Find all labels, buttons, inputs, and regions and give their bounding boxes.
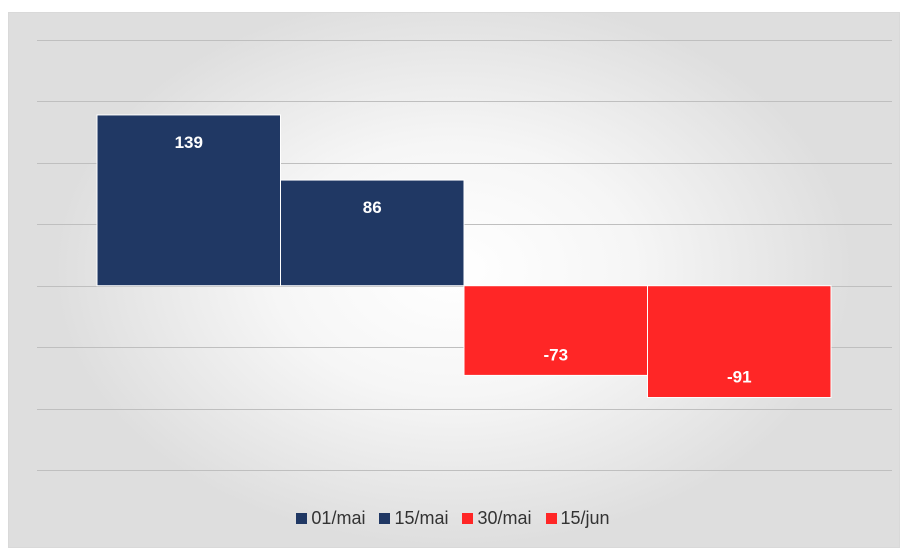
legend-label: 15/jun (560, 508, 610, 528)
data-label: -73 (543, 345, 568, 364)
legend-item: 30/mai (462, 508, 532, 529)
data-labels: 139 86 -73 -91 (175, 133, 752, 387)
bar-15-jun (647, 285, 832, 399)
legend-item: 15/mai (379, 508, 448, 529)
legend-swatch (379, 513, 391, 524)
legend-swatch (545, 513, 557, 524)
bar-series (96, 114, 832, 399)
legend-label: 01/mai (311, 508, 366, 528)
legend-swatch (462, 513, 474, 524)
legend-item: 01/mai (296, 508, 365, 529)
legend-item: 15/jun (545, 508, 610, 529)
legend-label: 15/mai (394, 508, 449, 528)
data-label: 139 (175, 133, 203, 152)
legend-label: 30/mai (477, 508, 532, 528)
legend-swatch (296, 513, 308, 524)
data-label: -91 (727, 368, 752, 387)
bar-01-mai (96, 114, 281, 287)
data-label: 86 (363, 198, 382, 217)
bar-30-mai (463, 285, 648, 376)
legend: 01/mai 15/mai 30/mai 15/jun (0, 508, 906, 529)
bar-15-mai (280, 179, 465, 287)
